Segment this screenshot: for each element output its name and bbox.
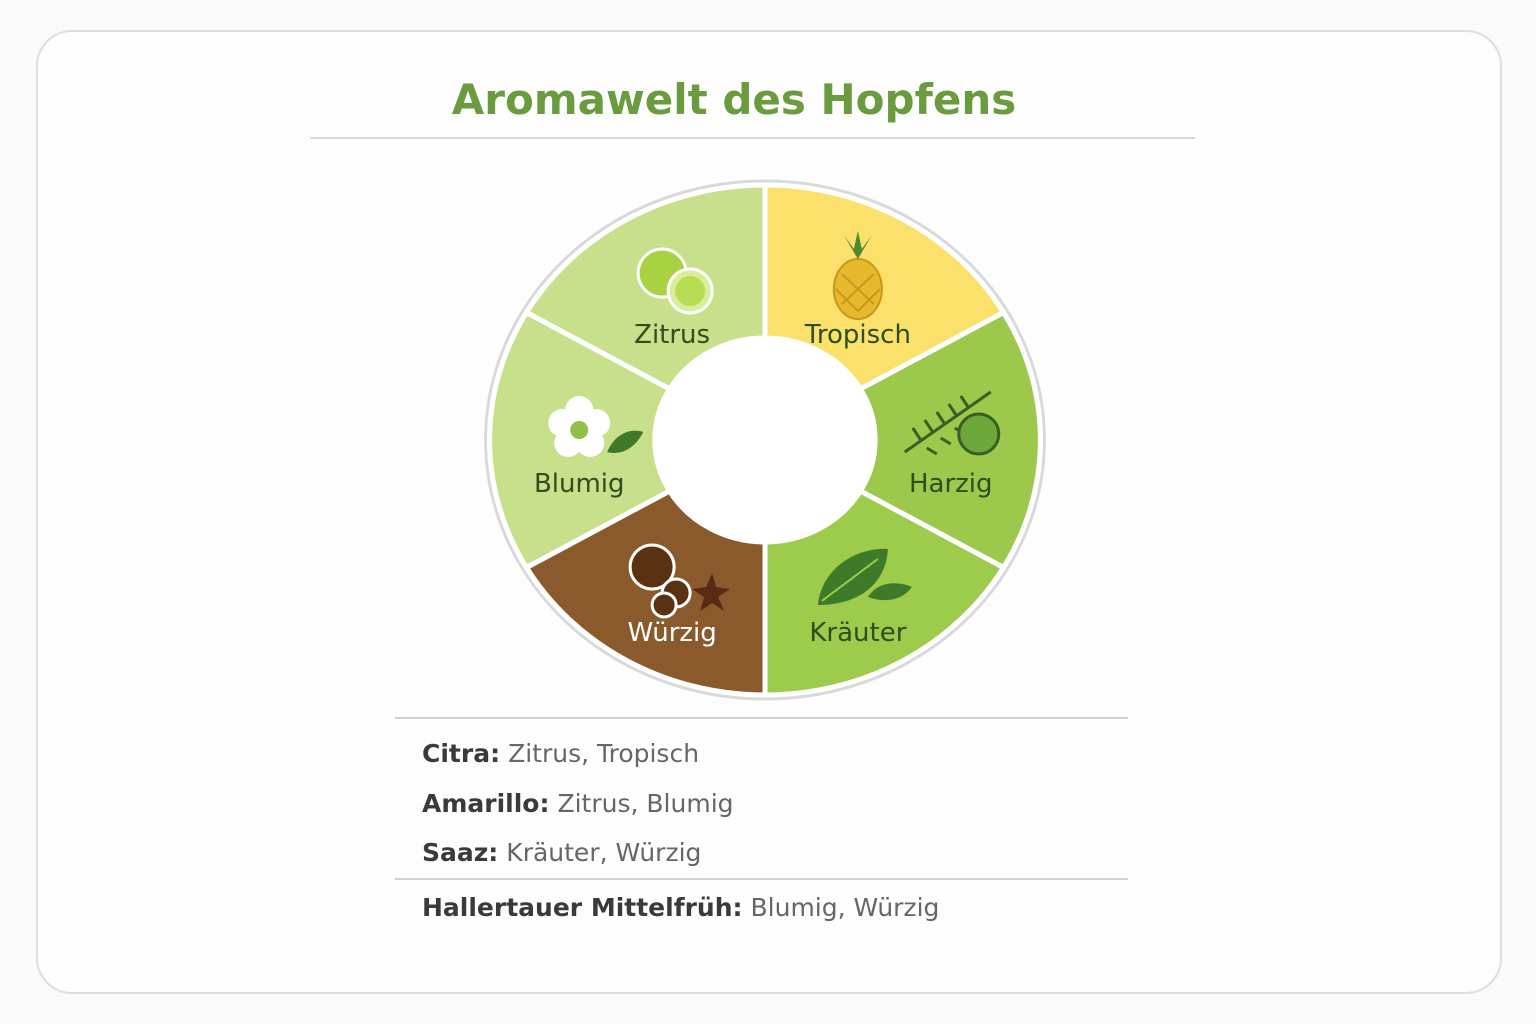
hop-entry: Hallertauer Mittelfrüh: Blumig, Würzig xyxy=(422,893,939,922)
icon-shape xyxy=(843,231,872,260)
segment-icon xyxy=(628,543,731,619)
segment-label: Würzig xyxy=(627,618,716,648)
segment-label: Tropisch xyxy=(804,320,911,350)
icon-shape xyxy=(903,390,992,454)
icon-shape xyxy=(570,421,589,439)
aroma-wheel: Zitrus Tropisch Harzig Kräuter Würzig Blumig xyxy=(484,179,1046,701)
segment-label: Kräuter xyxy=(809,618,906,648)
icon-shape xyxy=(835,273,881,312)
hop-name: Amarillo: xyxy=(422,789,549,818)
hop-entry: Citra: Zitrus, Tropisch xyxy=(422,739,699,768)
icon-shape xyxy=(675,276,706,307)
icon-shape xyxy=(692,572,731,611)
hop-list: Citra: Zitrus, Tropisch Amarillo: Zitrus, B… xyxy=(422,739,939,922)
segment-icon xyxy=(832,231,883,321)
icon-shape xyxy=(628,543,676,591)
wheel-hole xyxy=(660,344,870,536)
wheel-segment xyxy=(762,182,1008,393)
hop-entry: Amarillo: Zitrus, Blumig xyxy=(422,789,734,818)
hop-aromas: Zitrus, Blumig xyxy=(557,789,733,818)
segment-icon xyxy=(817,548,912,605)
segment-icon xyxy=(548,396,644,457)
segment-label: Blumig xyxy=(534,469,625,499)
hop-name: Saaz: xyxy=(422,838,498,867)
icon-shape xyxy=(548,409,577,437)
hop-aromas: Zitrus, Tropisch xyxy=(508,739,699,768)
icon-shape xyxy=(821,558,879,602)
hop-name: Hallertauer Mittelfrüh: xyxy=(422,893,743,922)
segment-icon xyxy=(636,247,714,315)
segment-icon xyxy=(903,390,1001,456)
hop-aromas: Blumig, Würzig xyxy=(751,893,940,922)
icon-shape xyxy=(957,412,1001,456)
wheel-segment xyxy=(856,309,1043,571)
segment-label: Zitrus xyxy=(634,320,710,350)
icon-shape xyxy=(650,591,678,619)
wheel-segment xyxy=(522,487,768,698)
title: Aromawelt des Hopfens xyxy=(452,75,1016,124)
hop-entry: Saaz: Kräuter, Würzig xyxy=(422,838,701,867)
icon-shape xyxy=(607,430,644,454)
segment-label: Harzig xyxy=(909,469,993,499)
hop-aromas: Kräuter, Würzig xyxy=(506,838,701,867)
icon-shape xyxy=(867,583,912,601)
hop-name: Citra: xyxy=(422,739,500,768)
